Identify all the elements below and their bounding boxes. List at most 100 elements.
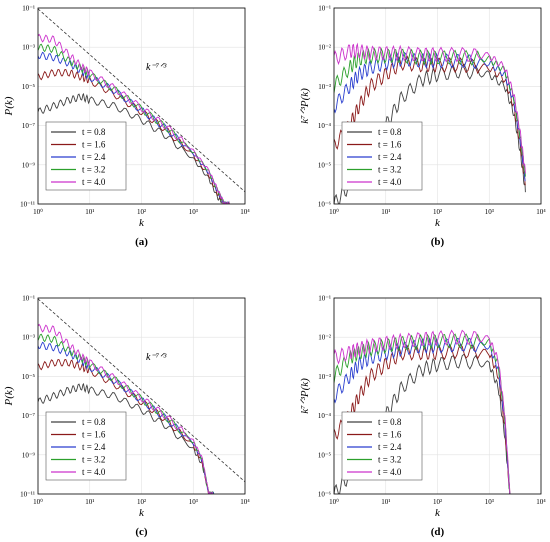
series-line-1 (38, 92, 230, 204)
series-line-5 (334, 42, 526, 174)
y-axis-label: P(k) (3, 386, 15, 406)
panel-caption: (c) (135, 526, 148, 538)
x-tick-label: 10³ (485, 498, 494, 506)
x-axis-label: k (139, 217, 145, 229)
series-line-5 (38, 33, 230, 204)
legend-entry: t = 2.4 (378, 442, 402, 452)
y-axis-label: k⁷ᐟ³P(k) (299, 88, 311, 124)
x-tick-label: 10¹ (381, 208, 390, 216)
chart-panel-4: 10⁰ 10¹ 10² 10³ 10⁴ 10⁻⁶ 10⁻⁵ 10⁻⁴ 10⁻³ 10⁻² 10⁻¹ k… (299, 295, 546, 539)
x-tick-label: 10¹ (85, 208, 94, 216)
y-tick-label: 10⁻¹ (22, 295, 35, 303)
panel-caption: (a) (135, 236, 148, 248)
y-tick-label: 10⁻⁵ (22, 83, 36, 91)
y-tick-label: 10⁻⁴ (318, 412, 332, 420)
legend-entry: t = 2.4 (82, 442, 106, 452)
legend-entry: t = 3.2 (82, 455, 105, 465)
x-tick-label: 10³ (189, 208, 198, 216)
x-tick-label: 10⁴ (240, 208, 250, 216)
legend-entry: t = 1.6 (378, 140, 402, 150)
legend-entry: t = 0.8 (82, 127, 106, 137)
chart-panel-2: 10⁰ 10¹ 10² 10³ 10⁴ 10⁻⁶ 10⁻⁵ 10⁻⁴ 10⁻³ 10⁻² 10⁻¹ k… (299, 5, 546, 249)
panel-caption: (d) (431, 526, 445, 538)
x-tick-label: 10³ (189, 498, 198, 506)
reference-line (38, 298, 245, 483)
legend-entry: t = 2.4 (378, 152, 402, 162)
reference-line-label: k⁻⁷ᐟ³ (146, 352, 167, 363)
x-axis-label: k (435, 217, 441, 229)
x-axis-label: k (435, 507, 441, 519)
legend-entry: t = 3.2 (378, 165, 401, 175)
legend-entry: t = 4.0 (82, 177, 106, 187)
series-line-2 (334, 55, 526, 186)
legend-entry: t = 3.2 (378, 455, 401, 465)
legend-entry: t = 1.6 (378, 430, 402, 440)
series-line-5 (334, 329, 511, 494)
legend-entry: t = 4.0 (82, 467, 106, 477)
y-tick-label: 10⁻¹ (318, 5, 331, 13)
legend-entry: t = 0.8 (82, 417, 106, 427)
series-line-3 (334, 51, 526, 182)
chart-panel-1: k⁻⁷ᐟ³ 10⁰ 10¹ 10² 10³ 10⁴ 10⁻¹¹ 10⁻⁹ 10⁻⁷ 10⁻⁵ 10⁻… (3, 5, 250, 249)
x-tick-label: 10⁴ (536, 498, 546, 506)
legend-entry: t = 0.8 (378, 127, 402, 137)
x-tick-label: 10² (137, 498, 146, 506)
legend-entry: t = 1.6 (82, 140, 106, 150)
y-tick-label: 10⁻⁶ (318, 491, 332, 499)
reference-line (38, 8, 245, 193)
legend: t = 0.8 t = 1.6 t = 2.4 t = 3.2 t = 4.0 (45, 411, 127, 481)
x-tick-label: 10⁰ (329, 208, 339, 216)
legend-entry: t = 4.0 (378, 467, 402, 477)
series-line-2 (334, 342, 511, 494)
plot-frame (37, 7, 246, 205)
x-tick-label: 10³ (485, 208, 494, 216)
y-tick-label: 10⁻¹ (22, 5, 35, 13)
reference-line-label: k⁻⁷ᐟ³ (146, 62, 167, 73)
y-tick-label: 10⁻⁶ (318, 201, 332, 209)
plot-frame (37, 297, 246, 495)
x-tick-label: 10⁰ (33, 498, 43, 506)
y-tick-label: 10⁻⁵ (318, 451, 332, 459)
y-tick-label: 10⁻⁷ (22, 412, 36, 420)
series-line-1 (38, 382, 214, 494)
legend: t = 0.8 t = 1.6 t = 2.4 t = 3.2 t = 4.0 (45, 121, 127, 191)
y-tick-label: 10⁻² (318, 334, 331, 342)
y-tick-label: 10⁻¹¹ (20, 201, 35, 209)
x-tick-label: 10² (433, 208, 442, 216)
x-tick-label: 10⁰ (329, 498, 339, 506)
plot-frame (333, 7, 542, 205)
legend: t = 0.8 t = 1.6 t = 2.4 t = 3.2 t = 4.0 (341, 121, 423, 191)
y-axis-label: k⁷ᐟ³P(k) (299, 378, 311, 414)
legend-entry: t = 2.4 (82, 152, 106, 162)
y-tick-label: 10⁻³ (318, 373, 331, 381)
legend-entry: t = 1.6 (82, 430, 106, 440)
x-axis-label: k (139, 507, 145, 519)
panel-caption: (b) (431, 236, 445, 248)
x-tick-label: 10¹ (85, 498, 94, 506)
series-line-5 (38, 323, 214, 494)
y-tick-label: 10⁻¹¹ (20, 491, 35, 499)
legend-entry: t = 4.0 (378, 177, 402, 187)
y-tick-label: 10⁻⁵ (318, 161, 332, 169)
x-tick-label: 10⁴ (536, 208, 546, 216)
y-tick-label: 10⁻⁴ (318, 122, 332, 130)
x-tick-label: 10¹ (381, 498, 390, 506)
y-tick-label: 10⁻³ (318, 83, 331, 91)
legend-entry: t = 0.8 (378, 417, 402, 427)
series-line-2 (38, 68, 230, 204)
x-tick-label: 10⁰ (33, 208, 43, 216)
x-tick-label: 10⁴ (240, 498, 250, 506)
y-tick-label: 10⁻⁷ (22, 122, 36, 130)
y-tick-label: 10⁻² (318, 44, 331, 52)
y-tick-label: 10⁻⁹ (22, 161, 36, 169)
y-tick-label: 10⁻¹ (318, 295, 331, 303)
legend: t = 0.8 t = 1.6 t = 2.4 t = 3.2 t = 4.0 (341, 411, 423, 481)
chart-panel-3: k⁻⁷ᐟ³ 10⁰ 10¹ 10² 10³ 10⁴ 10⁻¹¹ 10⁻⁹ 10⁻⁷ 10⁻⁵ 10⁻… (3, 295, 250, 539)
x-tick-label: 10² (433, 498, 442, 506)
legend-entry: t = 3.2 (82, 165, 105, 175)
plot-frame (333, 297, 542, 495)
y-axis-label: P(k) (3, 96, 15, 116)
y-tick-label: 10⁻³ (22, 44, 35, 52)
y-tick-label: 10⁻⁵ (22, 373, 36, 381)
